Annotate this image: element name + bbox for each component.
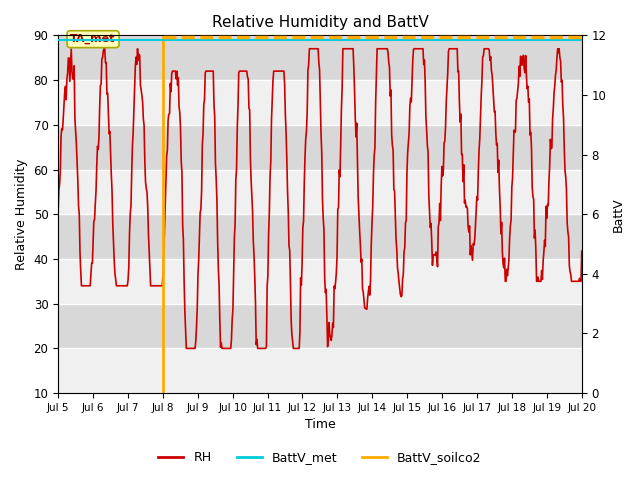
Legend: RH, BattV_met, BattV_soilco2: RH, BattV_met, BattV_soilco2 [154,446,486,469]
Bar [58,348,582,393]
Bar [58,80,582,125]
Y-axis label: Relative Humidity: Relative Humidity [15,158,28,270]
Bar [58,259,582,304]
Title: Relative Humidity and BattV: Relative Humidity and BattV [212,15,428,30]
Text: TA_met: TA_met [70,34,116,44]
Bar [58,214,582,259]
Y-axis label: BattV: BattV [612,197,625,231]
Bar [58,304,582,348]
X-axis label: Time: Time [305,419,335,432]
Bar [58,36,582,80]
Bar [58,169,582,214]
Bar [58,125,582,169]
